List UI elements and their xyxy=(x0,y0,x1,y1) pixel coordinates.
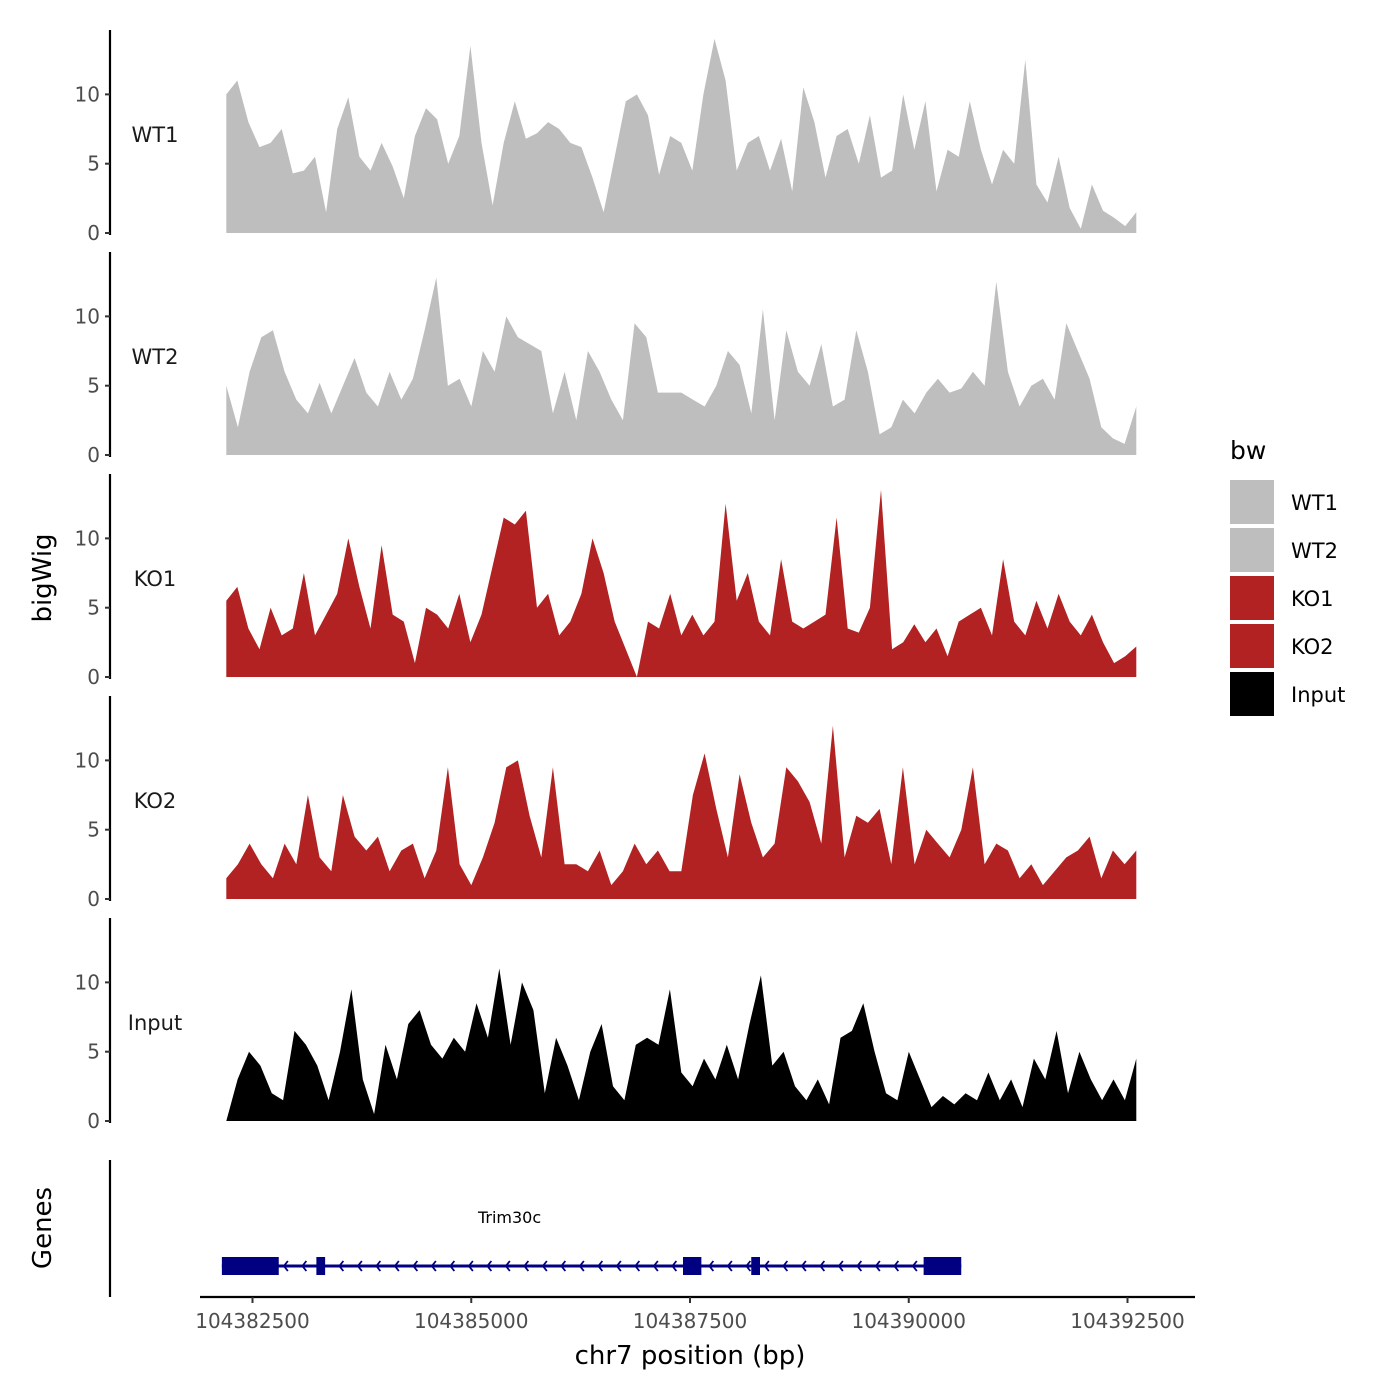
strand-arrow xyxy=(338,1260,345,1272)
strand-arrow xyxy=(800,1260,807,1272)
strand-arrow xyxy=(504,1260,511,1272)
legend-item-input: Input xyxy=(1230,672,1345,716)
strand-arrow xyxy=(893,1260,900,1272)
strand-arrow xyxy=(911,1260,918,1272)
gene-trim30c: Trim30c xyxy=(221,1208,962,1275)
strand-arrow xyxy=(560,1260,567,1272)
y-tick-label: 5 xyxy=(87,152,100,176)
strand-arrow xyxy=(615,1260,622,1272)
y-tick-label: 5 xyxy=(87,818,100,842)
strand-arrow xyxy=(837,1260,844,1272)
track-label: WT1 xyxy=(132,123,179,147)
y-tick-label: 10 xyxy=(75,82,100,106)
legend-swatch xyxy=(1230,528,1274,572)
x-tick-label: 104382500 xyxy=(195,1309,310,1333)
legend: bw WT1 WT2 KO1 KO2 Input xyxy=(1230,436,1345,716)
legend-title: bw xyxy=(1230,436,1266,465)
strand-arrow xyxy=(430,1260,437,1272)
track-ko1: 0 5 10 KO1 xyxy=(75,474,1137,689)
legend-label: Input xyxy=(1291,683,1345,707)
strand-arrow xyxy=(671,1260,678,1272)
legend-item-wt2: WT2 xyxy=(1230,528,1338,572)
signal-area-wt1 xyxy=(226,38,1137,234)
exon xyxy=(221,1257,279,1275)
y-tick-label: 10 xyxy=(75,748,100,772)
legend-label: WT2 xyxy=(1291,539,1338,563)
strand-arrow xyxy=(726,1260,733,1272)
y-tick-label: 0 xyxy=(87,665,100,689)
legend-item-wt1: WT1 xyxy=(1230,480,1338,524)
signal-area-input xyxy=(226,968,1137,1121)
exon xyxy=(751,1257,760,1275)
genes-axis-title: Genes xyxy=(28,1187,58,1269)
legend-swatch xyxy=(1230,480,1274,524)
strand-arrow xyxy=(393,1260,400,1272)
exon xyxy=(316,1257,326,1275)
strand-arrow xyxy=(301,1260,308,1272)
strand-arrow xyxy=(856,1260,863,1272)
strand-arrow xyxy=(819,1260,826,1272)
signal-area-ko2 xyxy=(226,725,1137,899)
signal-area-wt2 xyxy=(226,277,1137,455)
y-tick-label: 5 xyxy=(87,374,100,398)
exon xyxy=(683,1257,702,1275)
strand-arrow xyxy=(412,1260,419,1272)
y-tick-label: 10 xyxy=(75,970,100,994)
x-tick-label: 104392500 xyxy=(1070,1309,1185,1333)
strand-arrow xyxy=(375,1260,382,1272)
strand-arrow xyxy=(523,1260,530,1272)
strand-arrow xyxy=(541,1260,548,1272)
x-tick-label: 104385000 xyxy=(414,1309,529,1333)
strand-arrow xyxy=(782,1260,789,1272)
track-label: KO1 xyxy=(134,567,177,591)
track-label: KO2 xyxy=(134,789,177,813)
track-ko2: 0 5 10 KO2 xyxy=(75,696,1137,911)
strand-arrow xyxy=(874,1260,881,1272)
strand-arrow xyxy=(597,1260,604,1272)
strand-arrow xyxy=(578,1260,585,1272)
strand-arrow xyxy=(763,1260,770,1272)
y-tick-label: 10 xyxy=(75,304,100,328)
x-axis: 104382500 104385000 104387500 104390000 1043… xyxy=(195,1295,1195,1333)
y-tick-label: 5 xyxy=(87,1040,100,1064)
strand-arrow xyxy=(708,1260,715,1272)
legend-label: WT1 xyxy=(1291,491,1338,515)
track-wt2: 0 5 10 WT2 xyxy=(75,252,1137,467)
genes-panel: Trim30c xyxy=(108,1160,962,1297)
x-tick-label: 104390000 xyxy=(851,1309,966,1333)
strand-arrow xyxy=(634,1260,641,1272)
legend-swatch xyxy=(1230,672,1274,716)
strand-arrow xyxy=(449,1260,456,1272)
y-axis-title: bigWig xyxy=(28,533,58,622)
y-tick-label: 5 xyxy=(87,596,100,620)
track-wt1: 0 5 10 WT1 xyxy=(75,30,1137,245)
strand-arrow xyxy=(486,1260,493,1272)
x-axis-title: chr7 position (bp) xyxy=(575,1341,806,1371)
track-label: Input xyxy=(128,1011,182,1035)
y-tick-label: 0 xyxy=(87,221,100,245)
x-tick-label: 104387500 xyxy=(633,1309,748,1333)
tracks-layer: 0 5 10 WT1 0 5 10 WT2 0 5 10 KO1 0 5 10 KO2 0 5 10 Input xyxy=(75,30,1137,1133)
y-tick-label: 10 xyxy=(75,526,100,550)
legend-swatch xyxy=(1230,576,1274,620)
track-input: 0 5 10 Input xyxy=(75,918,1137,1133)
strand-arrow xyxy=(282,1260,289,1272)
legend-label: KO2 xyxy=(1291,635,1334,659)
legend-swatch xyxy=(1230,624,1274,668)
strand-arrow xyxy=(652,1260,659,1272)
y-tick-label: 0 xyxy=(87,887,100,911)
signal-area-ko1 xyxy=(226,489,1137,677)
track-label: WT2 xyxy=(132,345,179,369)
legend-label: KO1 xyxy=(1291,587,1334,611)
y-tick-label: 0 xyxy=(87,1109,100,1133)
strand-arrow xyxy=(745,1260,752,1272)
exon xyxy=(923,1257,962,1275)
gene-label: Trim30c xyxy=(477,1208,541,1227)
strand-arrow xyxy=(356,1260,363,1272)
legend-item-ko1: KO1 xyxy=(1230,576,1334,620)
legend-item-ko2: KO2 xyxy=(1230,624,1334,668)
strand-arrow xyxy=(467,1260,474,1272)
y-tick-label: 0 xyxy=(87,443,100,467)
